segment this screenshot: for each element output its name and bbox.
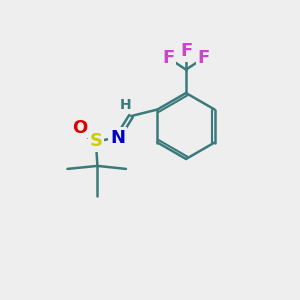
Text: N: N (110, 129, 125, 147)
Text: F: F (163, 49, 175, 67)
Text: F: F (180, 42, 192, 60)
Text: S: S (89, 132, 102, 150)
Text: H: H (120, 98, 131, 112)
Text: F: F (197, 49, 209, 67)
Text: O: O (72, 119, 87, 137)
